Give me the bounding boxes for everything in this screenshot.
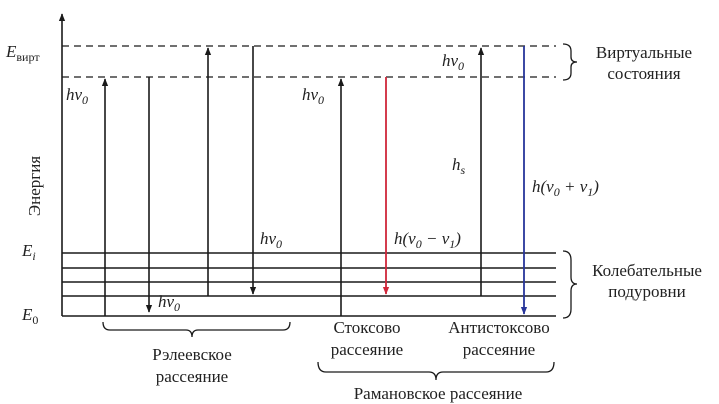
label-stokes-line1: Стоксово bbox=[333, 318, 400, 337]
label-hv0-antistokes: hν0 bbox=[442, 51, 464, 73]
label-rayleigh-line2: рассеяние bbox=[156, 367, 228, 386]
label-hs: hs bbox=[452, 155, 466, 177]
label-e-0: E0 bbox=[21, 305, 38, 327]
label-virtual-states-line1: Виртуальные bbox=[596, 43, 692, 62]
label-antistokes-energy: h(ν0 + ν1) bbox=[532, 177, 599, 199]
label-rayleigh-line1: Рэлеевское bbox=[152, 345, 232, 364]
brace-rayleigh bbox=[102, 321, 291, 338]
label-virtual-states-line2: состояния bbox=[607, 64, 680, 83]
label-hv0-rayleigh-up: hν0 bbox=[66, 85, 88, 107]
label-raman: Рамановское рассеяние bbox=[354, 384, 523, 403]
label-e-i: Ei bbox=[21, 241, 36, 263]
label-stokes-line2: рассеяние bbox=[331, 340, 403, 359]
label-hv0-rayleigh-down: hν0 bbox=[158, 292, 180, 314]
label-antistokes-line2: рассеяние bbox=[463, 340, 535, 359]
label-hv0-rayleigh-down-2: hν0 bbox=[260, 229, 282, 251]
label-e-virt: Eвирт bbox=[5, 42, 40, 64]
label-vibrational-line2: подуровни bbox=[608, 282, 685, 301]
label-stokes-energy: h(ν0 − ν1) bbox=[394, 229, 461, 251]
label-vibrational-line1: Колебательные bbox=[592, 261, 702, 280]
label-antistokes-line1: Антистоксово bbox=[448, 318, 549, 337]
brace-vibrational-sublevels bbox=[562, 250, 578, 319]
brace-raman bbox=[317, 361, 555, 381]
energy-axis-label: Энергия bbox=[25, 156, 44, 216]
label-hv0-stokes: hν0 bbox=[302, 85, 324, 107]
brace-virtual-states bbox=[562, 43, 578, 81]
